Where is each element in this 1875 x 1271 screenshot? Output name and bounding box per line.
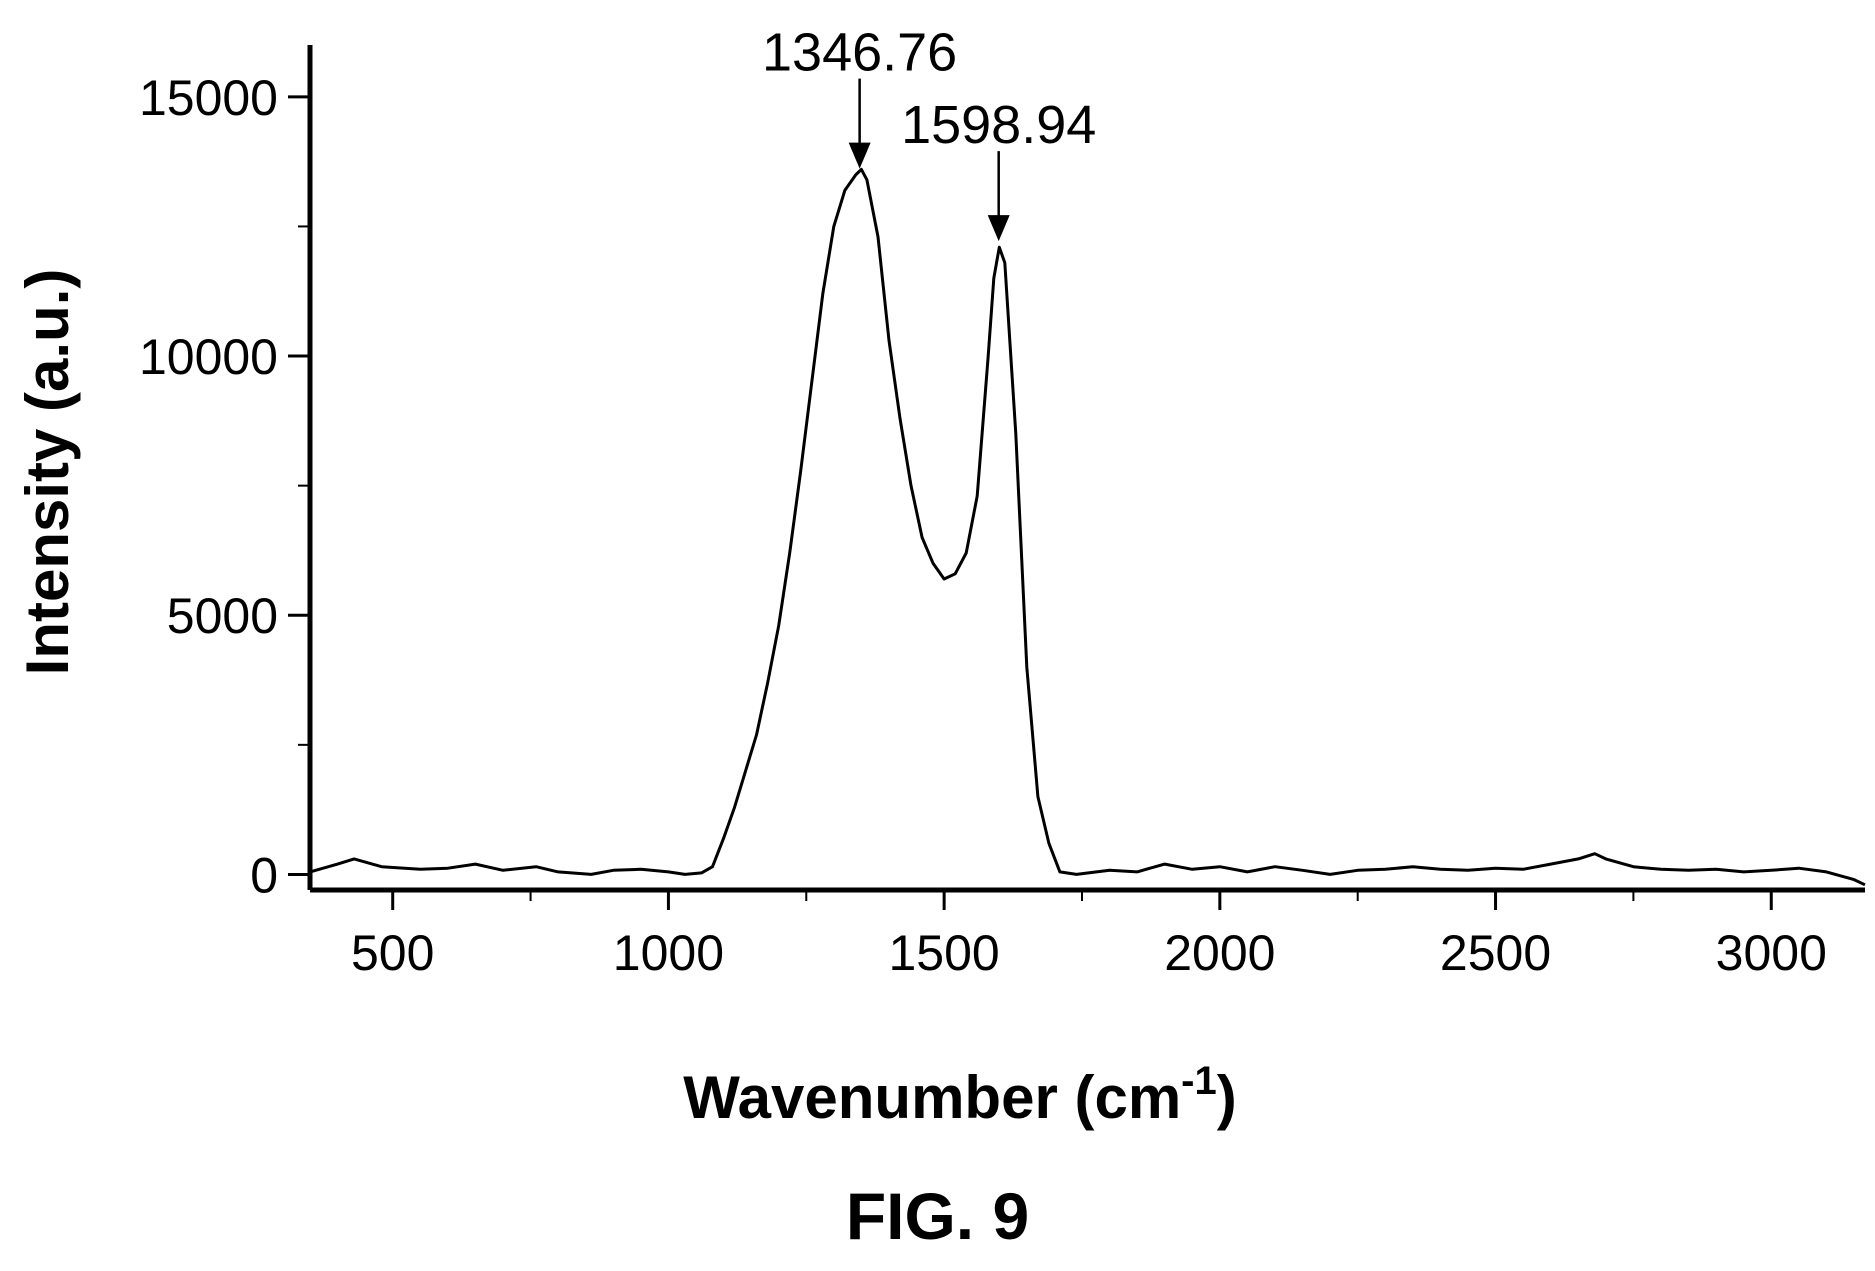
x-axis-title-suffix: ): [1217, 1064, 1237, 1131]
y-axis-title: Intensity (a.u.): [14, 269, 81, 676]
y-tick-label: 0: [250, 847, 278, 903]
peak-label: 1598.94: [901, 95, 1096, 155]
x-axis-title-superscript: -1: [1181, 1059, 1217, 1103]
x-tick-label: 500: [351, 925, 434, 981]
x-axis-title-main: Wavenumber (cm: [683, 1064, 1181, 1131]
x-tick-label: 1000: [613, 925, 724, 981]
x-tick-label: 2500: [1440, 925, 1551, 981]
y-tick-label: 5000: [167, 588, 278, 644]
annotation-arrow-head: [987, 215, 1010, 242]
peak-label: 1346.76: [762, 23, 957, 83]
y-axis-ticks: 0 5000 10000 15000: [139, 70, 310, 903]
x-axis-title: Wavenumber (cm-1): [683, 1059, 1236, 1131]
spectrum-line: [309, 167, 1866, 887]
x-tick-label: 3000: [1716, 925, 1827, 981]
y-tick-label: 15000: [139, 70, 278, 126]
annotation-arrow-head: [848, 142, 871, 169]
y-tick-label: 10000: [139, 329, 278, 385]
x-tick-label: 2000: [1164, 925, 1275, 981]
peak-annotations: 1346.76 1598.94: [762, 23, 1096, 242]
x-axis-ticks: 500 1000 1500 2000 2500 3000: [351, 890, 1827, 981]
figure-caption: FIG. 9: [845, 1179, 1030, 1253]
x-tick-label: 1500: [889, 925, 1000, 981]
